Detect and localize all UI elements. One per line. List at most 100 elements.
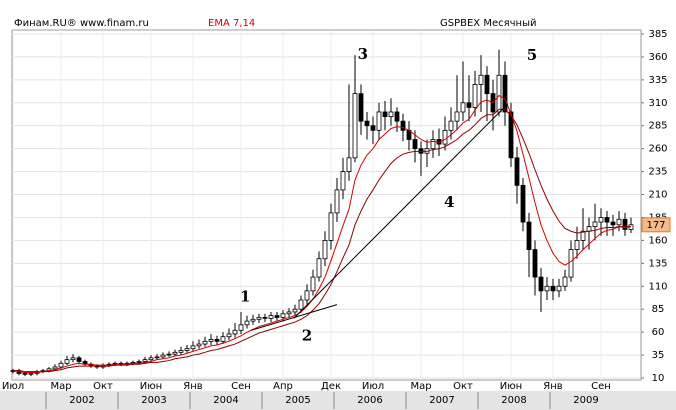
last-price-label: 177 [646,220,665,231]
y-tick-label: 135 [648,258,667,269]
candle-body [388,111,394,117]
x-tick-label: Июн [500,381,522,392]
candle-body [160,354,166,358]
candle-body [340,171,346,191]
x-tick-label: Июл [2,381,24,392]
candle-body [334,189,340,214]
candle-body [514,157,520,186]
plot-frame [11,29,642,381]
candle-body [358,93,364,122]
candle-body [472,84,478,108]
candle-body [430,139,436,150]
annotation: 3 [358,45,368,63]
candle-body [622,218,628,230]
candle-body [64,359,70,364]
candle-body [364,120,370,127]
candle-body [244,320,250,326]
x-tick-label: Сен [231,381,251,392]
candle-body [298,299,304,310]
candle-body [544,285,550,292]
y-tick-label: 360 [648,52,667,63]
y-tick-label: 210 [648,190,667,201]
candle-body [202,340,208,345]
y-tick-label: 10 [652,373,665,384]
candle-body [208,339,214,342]
candle-body [562,276,568,287]
candle-body [568,249,574,278]
candle-body [184,348,190,351]
candle-body [502,74,508,113]
annotation: 5 [527,46,537,64]
candle-body [376,111,382,131]
candle-body [520,184,526,223]
candle-body [460,102,466,113]
candle-body [610,221,616,226]
candle-body [280,313,286,318]
candle-body [154,356,160,359]
x-tick-label: Июл [362,381,384,392]
x-tick-label: Мар [410,381,431,392]
candle-body [382,111,388,117]
candle-body [268,315,274,319]
candle-body [370,125,376,131]
year-strip [0,391,676,410]
candle-body [448,120,454,131]
candle-body [172,351,178,355]
candle-body [70,357,76,361]
candle-body [346,157,352,172]
candle-body [508,111,514,159]
candle-body [166,353,172,356]
source: Финам.RU® www.finam.ru [14,18,149,29]
trendline [293,103,509,319]
candle-body [214,339,220,342]
candle-body [310,276,316,292]
y-tick-label: 310 [648,98,667,109]
y-tick-label: 260 [648,144,667,155]
y-tick-label: 285 [648,121,667,132]
chart-title: GSPBEX Месячный [440,18,536,29]
x-tick-label: Янв [183,381,202,392]
year-label: 2006 [357,395,382,406]
candle-body [316,258,322,278]
candle-body [262,317,268,319]
candle-body [22,373,28,375]
candle-body [136,361,142,363]
candle-body [580,230,586,241]
year-label: 2008 [501,395,526,406]
candle-body [532,249,538,278]
candle-body [412,139,418,150]
candle-body [496,74,502,113]
candle-body [304,290,310,301]
candle-body [604,217,610,223]
candle-body [148,357,154,361]
y-tick-label: 35 [652,350,665,361]
candle-body [250,318,256,322]
candle-body [226,333,232,338]
year-label: 2002 [69,395,94,406]
annotation: 2 [302,327,312,345]
candle-body [76,357,82,362]
year-label: 2004 [213,395,238,406]
candle-body [328,212,334,241]
candle-body [286,311,292,315]
candle-body [526,221,532,250]
ema-line [13,108,631,373]
x-tick-label: Мар [50,381,71,392]
candle-body [550,285,556,292]
candle-body [178,350,184,353]
candle-body [400,120,406,131]
candle-body [352,93,358,159]
y-tick-label: 85 [652,304,665,315]
candle-body [484,74,490,95]
x-tick-label: Сен [591,381,611,392]
ema-line [12,94,632,373]
x-tick-label: Дек [321,381,341,392]
candle-body [28,373,34,375]
candle-body [52,366,58,370]
y-tick-label: 335 [648,75,667,86]
candle-body [394,111,400,122]
candle-body [454,111,460,122]
year-label: 2009 [573,395,598,406]
y-tick-label: 160 [648,235,667,246]
